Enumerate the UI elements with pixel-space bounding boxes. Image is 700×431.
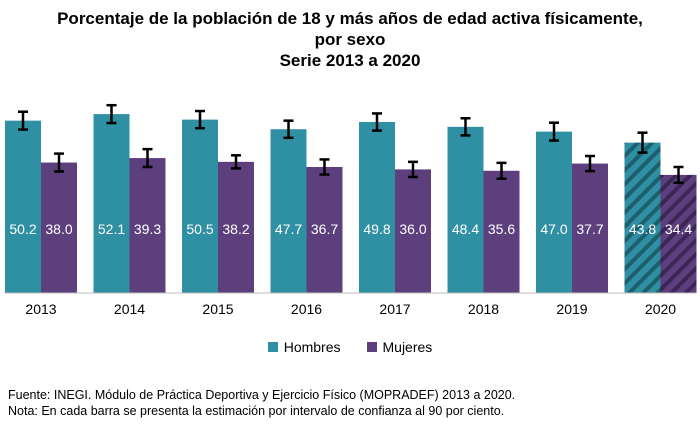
error-bar-hombres-2020 bbox=[637, 131, 648, 154]
bar-mujeres-2016 bbox=[306, 166, 343, 293]
error-bar-mujeres-2019 bbox=[585, 154, 595, 173]
error-bar-hombres-2013 bbox=[18, 110, 28, 131]
value-label-mujeres-2020: 34.4 bbox=[665, 221, 692, 237]
value-label-hombres-2018: 48.4 bbox=[452, 221, 479, 237]
error-bar-hombres-2017 bbox=[372, 112, 382, 132]
value-label-mujeres-2015: 38.2 bbox=[222, 221, 249, 237]
error-bar-hombres-2015 bbox=[195, 109, 205, 130]
value-label-hombres-2013: 50.2 bbox=[9, 221, 36, 237]
x-tick-label-2017: 2017 bbox=[379, 301, 410, 317]
bar-mujeres-2015 bbox=[218, 161, 254, 293]
methodology-note: Nota: En cada barra se presenta la estim… bbox=[8, 404, 505, 418]
bar-hombres-2014 bbox=[93, 114, 130, 293]
bar-hombres-2015 bbox=[182, 119, 218, 293]
bars-layer: 50.2 38.0 2013 52.1 39.3 2014 50.5 38.2 2015 47.7… bbox=[5, 103, 697, 317]
value-label-hombres-2017: 49.8 bbox=[363, 221, 390, 237]
value-label-mujeres-2019: 37.7 bbox=[576, 221, 603, 237]
legend-label-hombres: Hombres bbox=[283, 339, 341, 355]
error-bar-mujeres-2018 bbox=[496, 161, 507, 180]
error-bar-mujeres-2013 bbox=[54, 152, 64, 173]
value-label-mujeres-2017: 36.0 bbox=[399, 221, 426, 237]
legend-label-mujeres: Mujeres bbox=[382, 339, 433, 355]
error-bar-mujeres-2016 bbox=[319, 158, 330, 176]
x-tick-label-2020: 2020 bbox=[645, 301, 676, 317]
x-tick-label-2019: 2019 bbox=[556, 301, 587, 317]
chart-title-line-2: por sexo bbox=[314, 30, 386, 49]
error-bar-mujeres-2014 bbox=[142, 147, 153, 169]
bar-mujeres-2014 bbox=[129, 158, 166, 293]
bar-mujeres-2013 bbox=[41, 162, 77, 293]
chart-title-line-3: Serie 2013 a 2020 bbox=[279, 51, 421, 70]
chart-legend: Hombres Mujeres bbox=[0, 339, 700, 355]
value-label-mujeres-2014: 39.3 bbox=[134, 221, 161, 237]
legend-swatch-hombres bbox=[267, 342, 278, 352]
value-label-hombres-2015: 50.5 bbox=[186, 221, 213, 237]
chart-footer: Fuente: INEGI. Módulo de Práctica Deport… bbox=[8, 387, 515, 419]
x-tick-label-2016: 2016 bbox=[291, 301, 322, 317]
value-label-hombres-2019: 47.0 bbox=[540, 221, 567, 237]
bar-hombres-2019 bbox=[536, 131, 572, 293]
bar-mujeres-2020 bbox=[660, 174, 697, 293]
error-bar-hombres-2016 bbox=[283, 119, 294, 140]
error-bar-mujeres-2015 bbox=[231, 154, 241, 170]
bar-mujeres-2017 bbox=[395, 169, 431, 293]
bar-mujeres-2018 bbox=[483, 170, 520, 293]
x-tick-label-2013: 2013 bbox=[25, 301, 56, 317]
bar-hombres-2016 bbox=[270, 129, 307, 293]
x-tick-label-2015: 2015 bbox=[202, 301, 233, 317]
legend-item-hombres: Hombres bbox=[267, 339, 341, 355]
bar-hombres-2020 bbox=[624, 142, 661, 293]
legend-swatch-mujeres bbox=[366, 342, 377, 352]
value-label-mujeres-2016: 36.7 bbox=[311, 221, 338, 237]
x-tick-label-2014: 2014 bbox=[114, 301, 145, 317]
value-label-hombres-2016: 47.7 bbox=[275, 221, 302, 237]
legend-item-mujeres: Mujeres bbox=[366, 339, 433, 355]
x-tick-label-2018: 2018 bbox=[468, 301, 499, 317]
bar-hombres-2013 bbox=[5, 120, 41, 293]
error-bar-hombres-2014 bbox=[106, 103, 117, 125]
chart-title: Porcentaje de la población de 18 y más a… bbox=[0, 8, 700, 71]
value-label-hombres-2020: 43.8 bbox=[629, 221, 656, 237]
error-bar-hombres-2019 bbox=[549, 121, 559, 142]
value-label-mujeres-2013: 38.0 bbox=[45, 221, 72, 237]
value-label-mujeres-2018: 35.6 bbox=[488, 221, 515, 237]
error-bar-mujeres-2020 bbox=[673, 165, 684, 185]
value-label-hombres-2014: 52.1 bbox=[98, 221, 125, 237]
bar-hombres-2018 bbox=[447, 126, 484, 294]
bar-hombres-2017 bbox=[359, 122, 395, 294]
source-note: Fuente: INEGI. Módulo de Práctica Deport… bbox=[8, 388, 516, 402]
error-bar-hombres-2018 bbox=[460, 116, 471, 137]
bar-chart: 50.2 38.0 2013 52.1 39.3 2014 50.5 38.2 2015 47.7… bbox=[4, 103, 697, 317]
bar-mujeres-2019 bbox=[572, 163, 608, 293]
error-bar-mujeres-2017 bbox=[408, 160, 418, 179]
chart-title-line-1: Porcentaje de la población de 18 y más a… bbox=[57, 9, 643, 28]
